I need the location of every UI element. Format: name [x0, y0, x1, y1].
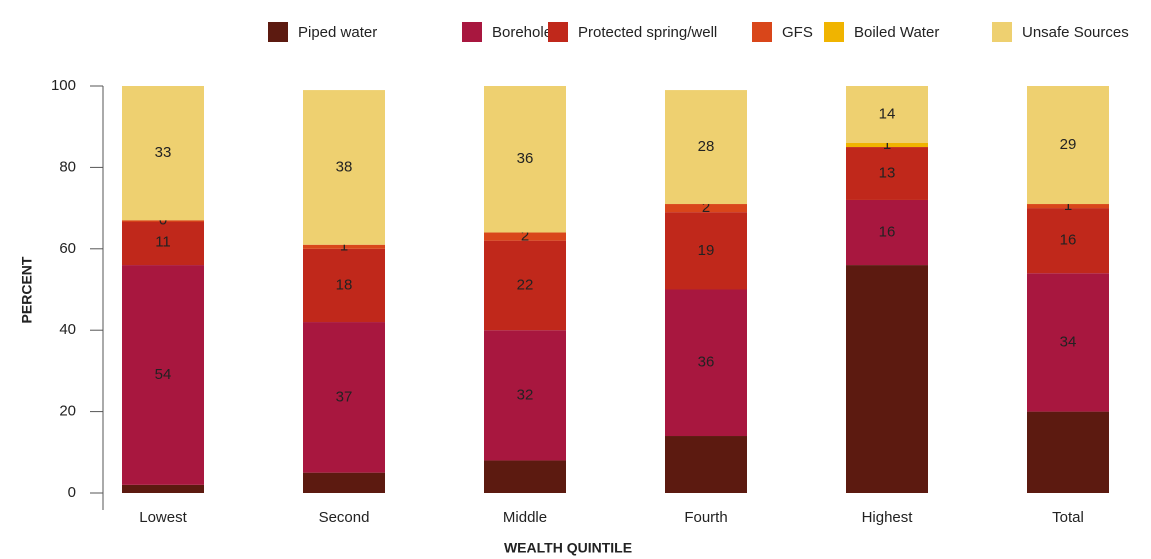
y-tick-label: 80 [59, 158, 76, 175]
legend-swatch [992, 22, 1012, 42]
bar-segment [1027, 273, 1109, 412]
bar-segment [303, 244, 385, 249]
bar-segment [122, 220, 204, 222]
data-label: 34 [1060, 333, 1077, 350]
bar-segment [665, 289, 747, 437]
bar-segment [846, 142, 928, 148]
legend-swatch [268, 22, 288, 42]
x-tick-label: Second [319, 509, 370, 526]
bar-segment [122, 265, 204, 485]
legend-swatch [752, 22, 772, 42]
legend-label: GFS [782, 24, 813, 41]
x-tick-label: Fourth [684, 509, 727, 526]
data-label: 11 [155, 234, 171, 251]
bar-segment [846, 147, 928, 200]
data-label: 22 [517, 276, 534, 293]
y-tick-label: 40 [59, 321, 76, 338]
data-label: 36 [698, 354, 715, 371]
bar-segment [303, 472, 385, 493]
data-label: 16 [1060, 232, 1077, 249]
bar-segment [484, 460, 566, 493]
data-label: 54 [155, 366, 172, 383]
data-label: 2 [702, 199, 710, 216]
bar-segment [303, 248, 385, 323]
bar-segment [665, 436, 747, 493]
data-label: 28 [698, 138, 715, 155]
data-label: 36 [517, 150, 534, 167]
bar-segment [303, 90, 385, 245]
data-label: 14 [879, 105, 896, 122]
bar-segment [846, 199, 928, 266]
bar-segment [484, 232, 566, 241]
data-label: 1 [1064, 197, 1072, 214]
bar-segment [122, 86, 204, 221]
legend-swatch [548, 22, 568, 42]
bar-segment [303, 322, 385, 473]
bar-segment [665, 90, 747, 205]
data-label: 33 [155, 144, 172, 161]
bar-segment [484, 86, 566, 233]
bar-segment [1027, 86, 1109, 205]
data-label: 1 [883, 136, 891, 153]
x-tick-label: Highest [862, 509, 914, 526]
legend-label: Unsafe Sources [1022, 24, 1129, 41]
legend-swatch [824, 22, 844, 42]
data-label: 2 [521, 228, 529, 245]
x-axis-title: WEALTH QUINTILE [504, 540, 632, 556]
bar-segment [846, 86, 928, 143]
bar-segment [122, 484, 204, 493]
data-label: 1 [340, 238, 348, 255]
bar-segment [122, 220, 204, 266]
data-label: 16 [879, 223, 896, 240]
bar-segment [1027, 411, 1109, 493]
legend-swatch [462, 22, 482, 42]
bar-segment [665, 204, 747, 213]
legend-label: Borehole [492, 24, 552, 41]
x-tick-label: Total [1052, 509, 1084, 526]
data-label: 37 [336, 388, 353, 405]
y-tick-label: 60 [59, 240, 76, 257]
data-label: 13 [879, 164, 896, 181]
bar-segment [1027, 204, 1109, 209]
bar-segment [1027, 208, 1109, 274]
y-tick-label: 20 [59, 403, 76, 420]
y-tick-label: 0 [68, 484, 76, 501]
data-label: 29 [1060, 136, 1077, 153]
bar-segment [484, 240, 566, 331]
y-axis-title: PERCENT [19, 256, 35, 323]
x-tick-label: Lowest [139, 509, 187, 526]
legend-label: Boiled Water [854, 24, 939, 41]
y-tick-label: 100 [51, 77, 76, 94]
x-tick-label: Middle [503, 509, 547, 526]
data-label: 32 [517, 386, 534, 403]
data-label: 18 [336, 276, 353, 293]
bar-segment [665, 212, 747, 290]
bar-segment [484, 330, 566, 461]
data-label: 19 [698, 242, 715, 259]
bar-segment [846, 265, 928, 493]
data-label: 38 [336, 158, 353, 175]
legend-label: Protected spring/well [578, 24, 717, 41]
legend-label: Piped water [298, 24, 377, 41]
